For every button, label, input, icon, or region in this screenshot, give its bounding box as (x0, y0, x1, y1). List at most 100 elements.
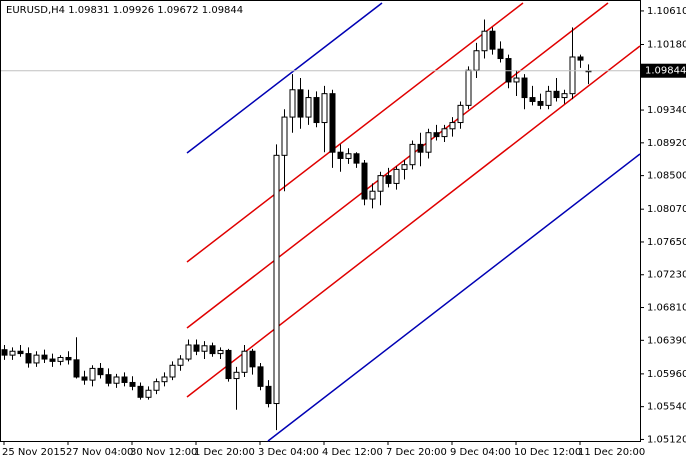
x-tick-label: 11 Dec 20:00 (578, 447, 645, 458)
candle-body (409, 143, 416, 166)
candle-body (193, 344, 200, 352)
x-tick-label: 7 Dec 20:00 (386, 447, 447, 458)
candle-body (49, 358, 56, 362)
candle-body (385, 175, 392, 184)
candle-body (201, 345, 208, 352)
candle-body (433, 132, 440, 138)
y-tick-label: 1.05960 (647, 369, 686, 380)
channel-line (186, 2, 383, 154)
candle-body (233, 371, 240, 380)
x-tick-label: 1 Dec 20:00 (194, 447, 255, 458)
y-tick-label: 1.08070 (647, 204, 686, 215)
candle-body (521, 77, 528, 99)
candle-body (289, 89, 296, 118)
candle-body (329, 93, 336, 153)
candle-body (225, 349, 232, 380)
x-tick-label: 9 Dec 04:00 (450, 447, 511, 458)
candle-body (313, 97, 320, 124)
y-tick-label: 1.09340 (647, 105, 686, 116)
candle-body (113, 376, 120, 384)
y-tick-label: 1.05120 (647, 434, 686, 445)
channel-line (186, 45, 641, 398)
candle-body (33, 354, 40, 364)
candle-body (9, 350, 16, 356)
x-tick-label: 30 Nov 12:00 (130, 447, 197, 458)
y-tick-label: 1.08500 (647, 171, 686, 182)
y-tick-label: 1.06390 (647, 335, 686, 346)
candle-body (489, 30, 496, 50)
candle-body (145, 389, 152, 398)
candle-body (209, 345, 216, 355)
candle-body (137, 385, 144, 398)
candle-body (153, 381, 160, 391)
candle-body (41, 354, 48, 360)
candle-body (177, 358, 184, 366)
candle-body (217, 349, 224, 355)
channel-lines (186, 2, 641, 442)
candle-body (241, 350, 248, 373)
x-tick-label: 4 Dec 12:00 (322, 447, 383, 458)
candle-body (497, 48, 504, 60)
candle-body (457, 104, 464, 124)
candle-body (161, 376, 168, 383)
candle-body (89, 367, 96, 381)
candle-body (97, 367, 104, 376)
chart-title: EURUSD,H4 1.09831 1.09926 1.09672 1.0984… (6, 5, 243, 16)
candle-body (57, 356, 64, 362)
candle-body (169, 364, 176, 378)
candle-body (25, 353, 32, 364)
candle-body (129, 381, 136, 387)
candle-body (353, 153, 360, 164)
candle-body (425, 132, 432, 153)
candle-body (577, 56, 584, 61)
candle-body (417, 143, 424, 153)
candle-body (393, 168, 400, 184)
candle-body (1, 349, 8, 356)
candle-body (185, 344, 192, 360)
y-tick-label: 1.07230 (647, 270, 686, 281)
candle-body (281, 116, 288, 156)
candle-body (345, 153, 352, 159)
candle-body (337, 151, 344, 159)
candle-body (81, 376, 88, 381)
candle-body (273, 154, 280, 405)
candle-body (377, 175, 384, 192)
x-tick-label: 25 Nov 2015 (2, 447, 66, 458)
candle-body (561, 93, 568, 99)
x-tick-label: 3 Dec 04:00 (258, 447, 319, 458)
channel-line (186, 2, 609, 329)
candle-body (265, 385, 272, 405)
y-tick-label: 1.06810 (647, 303, 686, 314)
candle-body (361, 162, 368, 200)
candle-body (529, 97, 536, 102)
y-tick-label: 1.10610 (647, 6, 686, 17)
candle-body (65, 356, 72, 361)
candle-body (297, 89, 304, 118)
channel-line (267, 153, 641, 442)
y-tick-label: 1.08920 (647, 138, 686, 149)
candle-body (257, 366, 264, 387)
candle-body (321, 93, 328, 124)
candle-body (513, 77, 520, 83)
channel-line (186, 2, 524, 263)
candle-body (305, 97, 312, 118)
x-tick-label: 10 Dec 12:00 (514, 447, 581, 458)
candle-body (369, 190, 376, 200)
candle-body (17, 350, 24, 355)
candle-body (553, 90, 560, 99)
x-tick-label: 27 Nov 04:00 (66, 447, 133, 458)
y-tick-label: 1.05540 (647, 402, 686, 413)
candle-body (449, 122, 456, 130)
candle-body (537, 100, 544, 106)
current-price-box (641, 63, 686, 78)
y-tick-label: 1.07650 (647, 237, 686, 248)
candle-body (481, 30, 488, 52)
candle-body (545, 90, 552, 106)
current-price-label: 1.09844 (645, 66, 686, 77)
y-tick-label: 1.10180 (647, 39, 686, 50)
candle-body (73, 359, 80, 378)
plot-frame (0, 0, 641, 442)
candle-body (249, 350, 256, 368)
candle-body (465, 69, 472, 106)
